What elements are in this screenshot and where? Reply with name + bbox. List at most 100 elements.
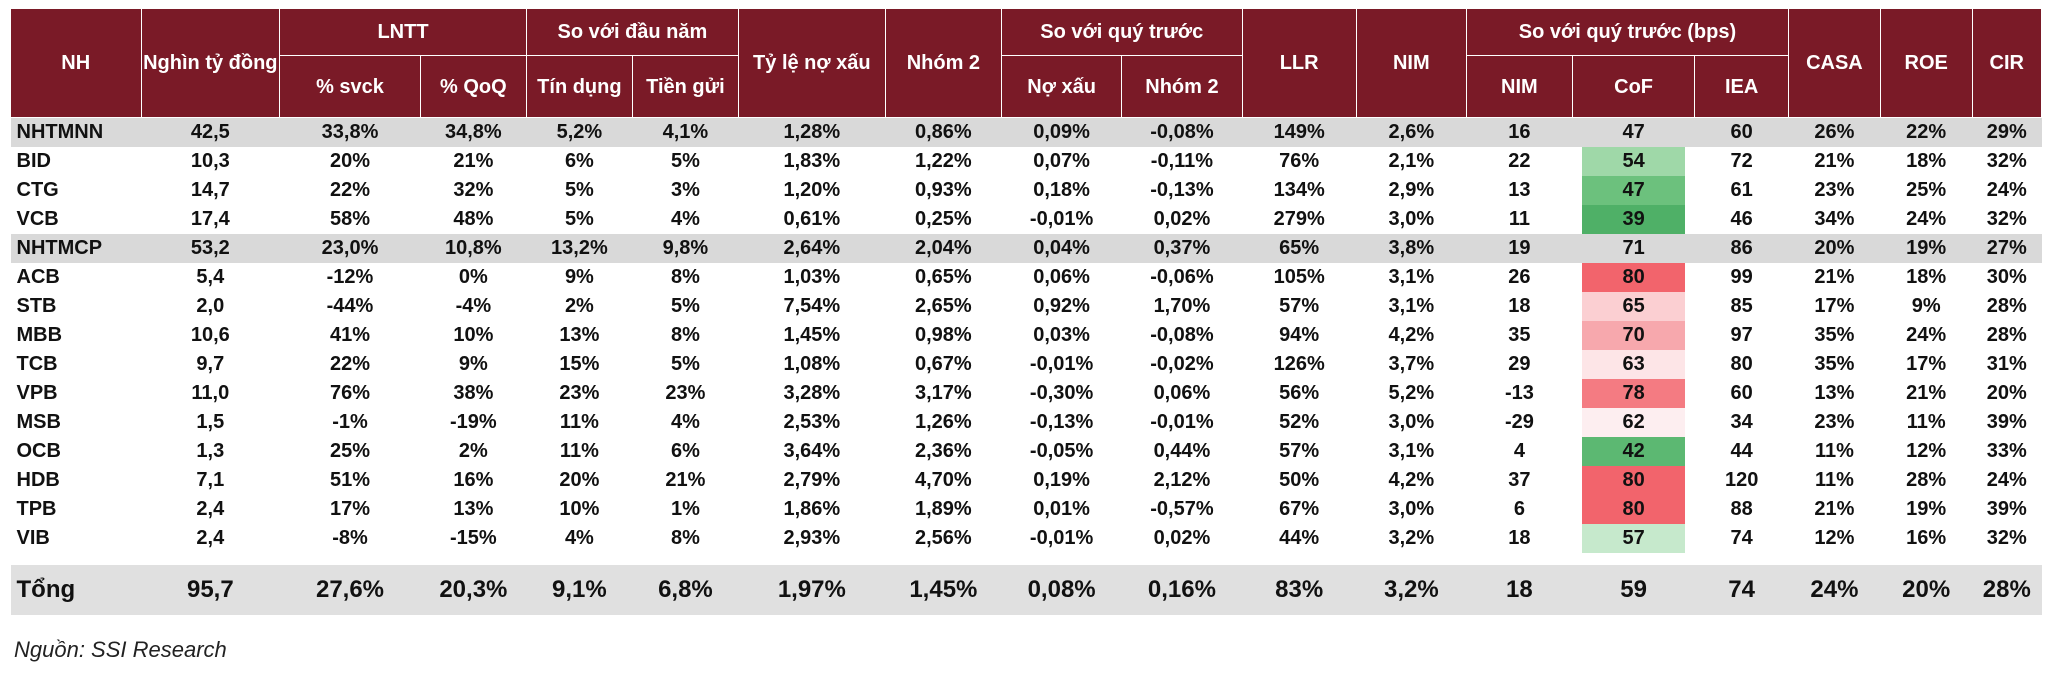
value-cell: 47 (1572, 117, 1695, 147)
value-cell: 39% (1986, 498, 2027, 520)
header-lntt: LNTT (279, 8, 527, 56)
value-cell: 2,93% (783, 527, 841, 549)
row-label-cell: VPB (16, 382, 58, 404)
value-cell: 11% (1814, 469, 1854, 491)
value-cell: 0,04% (1001, 234, 1122, 263)
value-cell: 29% (1972, 117, 2042, 147)
table-row: CTG 14,7 22% 32% 5% 3% 1,20% 0,93% 0,18% -0,13% 13… (11, 176, 2042, 205)
cof-heat-value: 78 (1582, 379, 1685, 408)
value-cell: 37 (1508, 469, 1531, 491)
value-cell: 1,28% (738, 117, 886, 147)
value-cell: 2,6% (1356, 117, 1467, 147)
subheader-iea: IEA (1694, 55, 1790, 118)
value-cell: 11% (559, 440, 599, 462)
value-cell: 29 (1508, 353, 1531, 375)
value-cell: 24% (1986, 469, 2027, 491)
value-cell: 14,7 (190, 179, 230, 201)
value-cell: 19 (1466, 234, 1573, 263)
cof-heat-value: 47 (1582, 176, 1685, 205)
value-cell: 97 (1730, 324, 1753, 346)
value-cell: -4% (455, 295, 492, 317)
cof-heat-value: 80 (1582, 466, 1685, 495)
value-cell: 279% (1273, 208, 1325, 230)
value-cell: 42 (1572, 437, 1694, 466)
value-cell: 80 (1572, 263, 1694, 292)
table-row: VIB 2,4 -8% -15% 4% 8% 2,93% 2,56% -0,01% 0,02% 44… (11, 524, 2042, 553)
value-cell: 33% (1986, 440, 2027, 462)
subheader-svck: % svck (279, 55, 421, 118)
table-row: BID 10,3 20% 21% 6% 5% 1,83% 1,22% 0,07% -0,11% 76… (11, 147, 2042, 176)
group-row: NHTMNN 42,5 33,8% 34,8% 5,2% 4,1% 1,28% 0,86% 0,… (10, 117, 2042, 147)
value-cell: 99 (1730, 266, 1753, 288)
value-cell: 2,4 (196, 527, 225, 549)
value-cell: 9% (1911, 295, 1941, 317)
value-cell: 9% (458, 353, 488, 375)
value-cell: 7,54% (783, 295, 841, 317)
value-cell: 2,53% (783, 411, 841, 433)
value-cell: 23% (1814, 179, 1855, 201)
value-cell: 22% (329, 353, 371, 375)
value-cell: 48% (453, 208, 494, 230)
value-cell: 20% (559, 469, 600, 491)
row-label-cell: HDB (16, 469, 60, 491)
value-cell: 31% (1986, 353, 2027, 375)
value-cell: 9,8% (632, 234, 739, 263)
value-cell: 35 (1508, 324, 1531, 346)
cof-heat-value: 57 (1582, 524, 1685, 553)
value-cell: 30% (1986, 266, 2027, 288)
value-cell: 0,08% (1001, 565, 1122, 615)
value-cell: 2% (458, 440, 488, 462)
value-cell: 2,04% (885, 234, 1002, 263)
value-cell: 61 (1730, 179, 1753, 201)
value-cell: -0,01% (1029, 353, 1094, 375)
value-cell: 3,0% (1388, 411, 1435, 433)
value-cell: -1% (332, 411, 368, 433)
value-cell: 44 (1730, 440, 1753, 462)
total-row: Tổng 95,7 27,6% 20,3% 9,1% 6,8% 1,97% 1,45% 0,08… (10, 565, 2042, 615)
value-cell: 1,03% (783, 266, 841, 288)
value-cell: 23% (665, 382, 706, 404)
value-cell: 3,7% (1388, 353, 1435, 375)
row-label-cell: CTG (16, 179, 59, 201)
value-cell: 38% (453, 382, 494, 404)
value-cell: 27,6% (279, 565, 421, 615)
header-nh: NH (10, 8, 142, 118)
value-cell: 78 (1572, 379, 1694, 408)
value-cell: 41% (329, 324, 371, 346)
value-cell: 4,1% (632, 117, 739, 147)
value-cell: 126% (1273, 353, 1325, 375)
value-cell: 2,65% (915, 295, 972, 317)
value-cell: -0,57% (1150, 498, 1214, 520)
value-cell: 65% (1242, 234, 1357, 263)
value-cell: -0,05% (1029, 440, 1094, 462)
value-cell: 0,02% (1153, 527, 1211, 549)
value-cell: 27% (1972, 234, 2042, 263)
cof-heat-value: 39 (1582, 205, 1685, 234)
value-cell: -13 (1504, 382, 1534, 404)
value-cell: -44% (326, 295, 374, 317)
value-cell: 74 (1694, 565, 1789, 615)
value-cell: 26% (1788, 117, 1881, 147)
value-cell: 60 (1694, 117, 1789, 147)
value-cell: 86 (1694, 234, 1789, 263)
value-cell: 44% (1279, 527, 1320, 549)
value-cell: 21% (1814, 266, 1855, 288)
value-cell: -0,08% (1150, 324, 1214, 346)
value-cell: 58% (329, 208, 371, 230)
value-cell: 47 (1572, 176, 1694, 205)
value-cell: -0,13% (1029, 411, 1094, 433)
value-cell: 74 (1730, 527, 1753, 549)
cof-heat-value: 63 (1582, 350, 1685, 379)
subheader-no-xau: Nợ xấu (1000, 55, 1123, 118)
value-cell: 56% (1279, 382, 1320, 404)
value-cell: 18 (1466, 565, 1573, 615)
cof-heat-value: 80 (1582, 495, 1685, 524)
header-nghin-ty-dong: Nghìn tỷ đồng (140, 8, 281, 118)
value-cell: 7,1 (196, 469, 225, 491)
value-cell: -15% (450, 527, 497, 549)
value-cell: 17% (1814, 295, 1855, 317)
header-so-voi-dau-nam: So với đầu năm (525, 8, 739, 56)
value-cell: 1,45% (885, 565, 1002, 615)
value-cell: 50% (1279, 469, 1320, 491)
table-row: OCB 1,3 25% 2% 11% 6% 3,64% 2,36% -0,05% 0,44% 57%… (11, 437, 2042, 466)
